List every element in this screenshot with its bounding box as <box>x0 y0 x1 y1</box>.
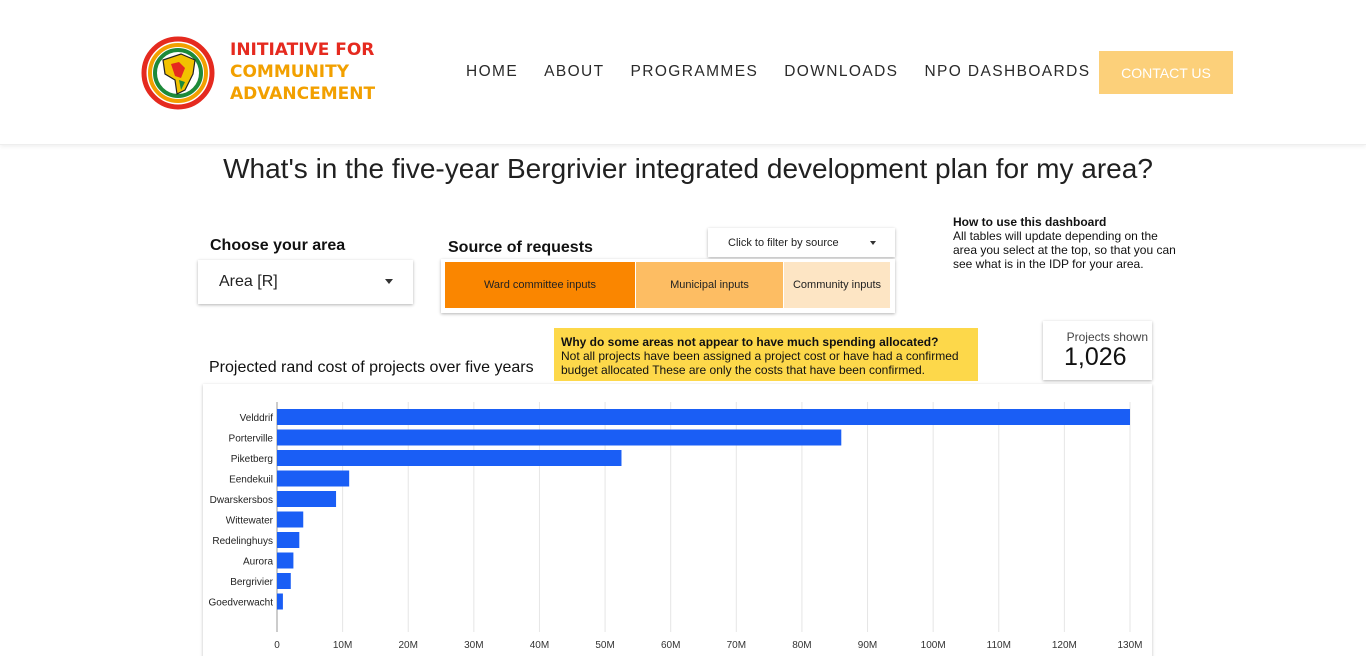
site-header: INITIATIVE FOR COMMUNITY ADVANCEMENT HOM… <box>0 0 1366 145</box>
contact-us-button[interactable]: CONTACT US <box>1099 51 1233 94</box>
source-community-label: Community inputs <box>792 279 882 291</box>
notice-heading: Why do some areas not appear to have muc… <box>561 335 939 349</box>
x-tick-label: 50M <box>595 640 614 651</box>
nav-npo-dashboards[interactable]: NPO DASHBOARDS <box>924 63 1091 80</box>
cost-bar-chart: 0 10M 20M 30M 40M 50M 60M 70M 80M 90M 100M 110M 120M… <box>203 384 1152 656</box>
bar <box>277 450 622 466</box>
nav-home[interactable]: HOME <box>466 63 519 80</box>
notice-body: Not all projects have been assigned a pr… <box>561 349 959 377</box>
how-to-body: All tables will update depending on the … <box>953 229 1176 271</box>
choose-area-label: Choose your area <box>210 237 346 254</box>
category-label: Piketberg <box>231 454 273 465</box>
caret-down-icon <box>870 241 876 245</box>
nav-programmes[interactable]: PROGRAMMES <box>630 63 759 80</box>
x-tick-label: 30M <box>464 640 483 651</box>
projects-shown-scorecard: Projects shown 1,026 <box>1043 321 1152 380</box>
x-tick-label: 130M <box>1117 640 1142 651</box>
source-ward-committee[interactable]: Ward committee inputs <box>445 262 635 308</box>
category-label: Bergrivier <box>230 577 273 588</box>
category-label: Eendekuil <box>229 475 273 486</box>
logo[interactable]: INITIATIVE FOR COMMUNITY ADVANCEMENT <box>141 36 375 110</box>
logo-line-1: INITIATIVE FOR <box>230 40 375 60</box>
x-tick-label: 70M <box>727 640 746 651</box>
category-label: Aurora <box>243 557 273 568</box>
bar <box>277 552 294 569</box>
bar <box>277 573 291 589</box>
source-community[interactable]: Community inputs <box>784 262 890 308</box>
category-label: Goedverwacht <box>209 598 274 609</box>
source-municipal[interactable]: Municipal inputs <box>636 262 783 308</box>
nav-downloads[interactable]: DOWNLOADS <box>784 63 899 80</box>
dashboard-title: What's in the five-year Bergrivier integ… <box>223 153 1153 184</box>
category-label: Redelinghuys <box>212 536 273 547</box>
x-tick-label: 110M <box>987 640 1011 651</box>
logo-line-2: COMMUNITY <box>230 62 350 82</box>
x-tick-label: 60M <box>661 640 680 651</box>
cost-bar-chart-svg: 0 10M 20M 30M 40M 50M 60M 70M 80M 90M 100M 110M 120M… <box>209 402 1143 651</box>
x-tick-label: 100M <box>921 640 946 651</box>
chart-label: Projected rand cost of projects over fiv… <box>209 359 534 376</box>
bar <box>277 532 300 548</box>
category-label: Dwarskersbos <box>210 495 273 506</box>
how-to-panel: How to use this dashboard All tables wil… <box>953 215 1183 271</box>
bar <box>277 593 283 610</box>
category-label: Porterville <box>229 434 274 445</box>
x-tick-label: 0 <box>274 640 280 651</box>
logo-africa-icon <box>141 36 215 110</box>
category-label: Wittewater <box>226 516 274 527</box>
logo-text: INITIATIVE FOR COMMUNITY ADVANCEMENT <box>230 39 376 105</box>
area-dropdown[interactable]: Area [R] <box>198 260 413 304</box>
x-tick-label: 90M <box>858 640 877 651</box>
x-tick-label: 20M <box>399 640 418 651</box>
x-tick-label: 80M <box>792 640 811 651</box>
spending-notice: Why do some areas not appear to have muc… <box>554 328 978 381</box>
category-label: Velddrif <box>240 413 274 424</box>
projects-shown-label: Projects shown <box>1066 330 1148 344</box>
area-dropdown-value: Area [R] <box>219 273 278 290</box>
bar <box>277 409 1130 425</box>
main-nav: HOME ABOUT PROGRAMMES DOWNLOADS NPO DASH… <box>466 63 1116 81</box>
source-ward-committee-label: Ward committee inputs <box>483 279 597 291</box>
source-of-requests-label: Source of requests <box>448 239 593 256</box>
source-filter-label: Click to filter by source <box>728 236 839 249</box>
how-to-heading: How to use this dashboard <box>953 215 1107 229</box>
nav-about[interactable]: ABOUT <box>544 63 605 80</box>
x-tick-label: 10M <box>333 640 352 651</box>
source-filter-dropdown[interactable]: Click to filter by source <box>708 228 895 257</box>
source-municipal-label: Municipal inputs <box>670 279 749 291</box>
caret-down-icon <box>385 279 393 284</box>
bar <box>277 491 337 507</box>
source-legend-bar: Ward committee inputs Municipal inputs C… <box>441 259 895 313</box>
logo-line-3: ADVANCEMENT <box>230 84 376 104</box>
bar <box>277 429 842 446</box>
projects-shown-value: 1,026 <box>1064 343 1127 371</box>
x-tick-label: 120M <box>1052 640 1077 651</box>
bar <box>277 470 350 487</box>
x-tick-label: 40M <box>530 640 549 651</box>
bar <box>277 511 304 528</box>
